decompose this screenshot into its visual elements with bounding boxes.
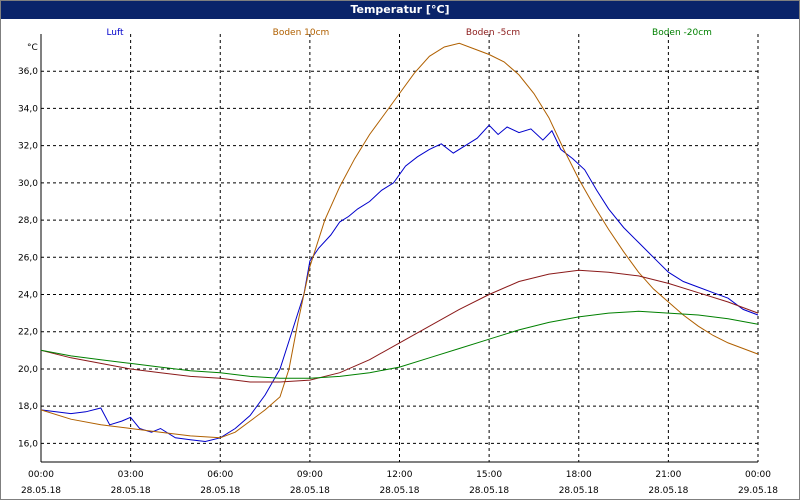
legend-item-boden-20cm: Boden -20cm	[652, 28, 712, 38]
x-tick-date-label: 28.05.18	[379, 486, 419, 496]
x-tick-time-label: 21:00	[655, 470, 681, 480]
x-tick-time-label: 12:00	[387, 470, 413, 480]
series-lines	[40, 42, 759, 443]
legend: Luft Boden 10cm Boden -5cm Boden -20cm	[106, 28, 712, 38]
tick-labels: 16,0 18,0 20,0 22,0 24,0 26,0 28,0 30,0 32,0 34,0…	[18, 67, 778, 496]
x-tick-time-label: 06:00	[207, 470, 233, 480]
x-tick-date-label: 28.05.18	[469, 486, 509, 496]
x-tick-time-label: 15:00	[476, 470, 502, 480]
y-axis-unit-label: °C	[27, 43, 38, 53]
x-tick-date-label: 28.05.18	[111, 486, 151, 496]
y-tick-label: 20,0	[18, 365, 38, 375]
legend-item-luft: Luft	[106, 28, 124, 38]
y-tick-label: 28,0	[18, 216, 38, 226]
x-tick-date-label: 28.05.18	[290, 486, 330, 496]
y-tick-label: 18,0	[18, 402, 38, 412]
x-tick-time-label: 18:00	[566, 470, 592, 480]
x-tick-date-label: 28.05.18	[21, 486, 61, 496]
grid	[40, 34, 759, 462]
x-tick-date-label: 28.05.18	[559, 486, 599, 496]
x-tick-date-label: 29.05.18	[738, 486, 778, 496]
x-tick-date-label: 28.05.18	[648, 486, 688, 496]
legend-item-boden-5cm: Boden -5cm	[466, 28, 520, 38]
temperature-chart: Luft Boden 10cm Boden -5cm Boden -20cm °C 1…	[18, 28, 778, 496]
y-tick-label: 26,0	[18, 253, 38, 263]
x-tick-time-label: 03:00	[118, 470, 144, 480]
y-tick-label: 30,0	[18, 179, 38, 189]
chart-title-bar: Temperatur [°C]	[1, 1, 799, 19]
x-tick-time-label: 09:00	[297, 470, 323, 480]
y-tick-label: 24,0	[18, 291, 38, 301]
y-tick-label: 34,0	[18, 104, 38, 114]
series-line-boden-5cm	[40, 269, 759, 383]
x-tick-time-label: 00:00	[745, 470, 771, 480]
series-line-luft	[40, 124, 759, 443]
series-line-boden-20cm	[40, 310, 759, 379]
y-tick-label: 22,0	[18, 328, 38, 338]
y-tick-label: 36,0	[18, 67, 38, 77]
x-tick-date-label: 28.05.18	[200, 486, 240, 496]
axes	[40, 34, 758, 463]
x-tick-time-label: 00:00	[28, 470, 54, 480]
legend-item-boden-10cm: Boden 10cm	[273, 28, 330, 38]
y-tick-label: 16,0	[18, 439, 38, 449]
series-line-boden-10cm	[40, 42, 759, 439]
chart-title: Temperatur [°C]	[350, 3, 450, 16]
y-tick-label: 32,0	[18, 142, 38, 152]
